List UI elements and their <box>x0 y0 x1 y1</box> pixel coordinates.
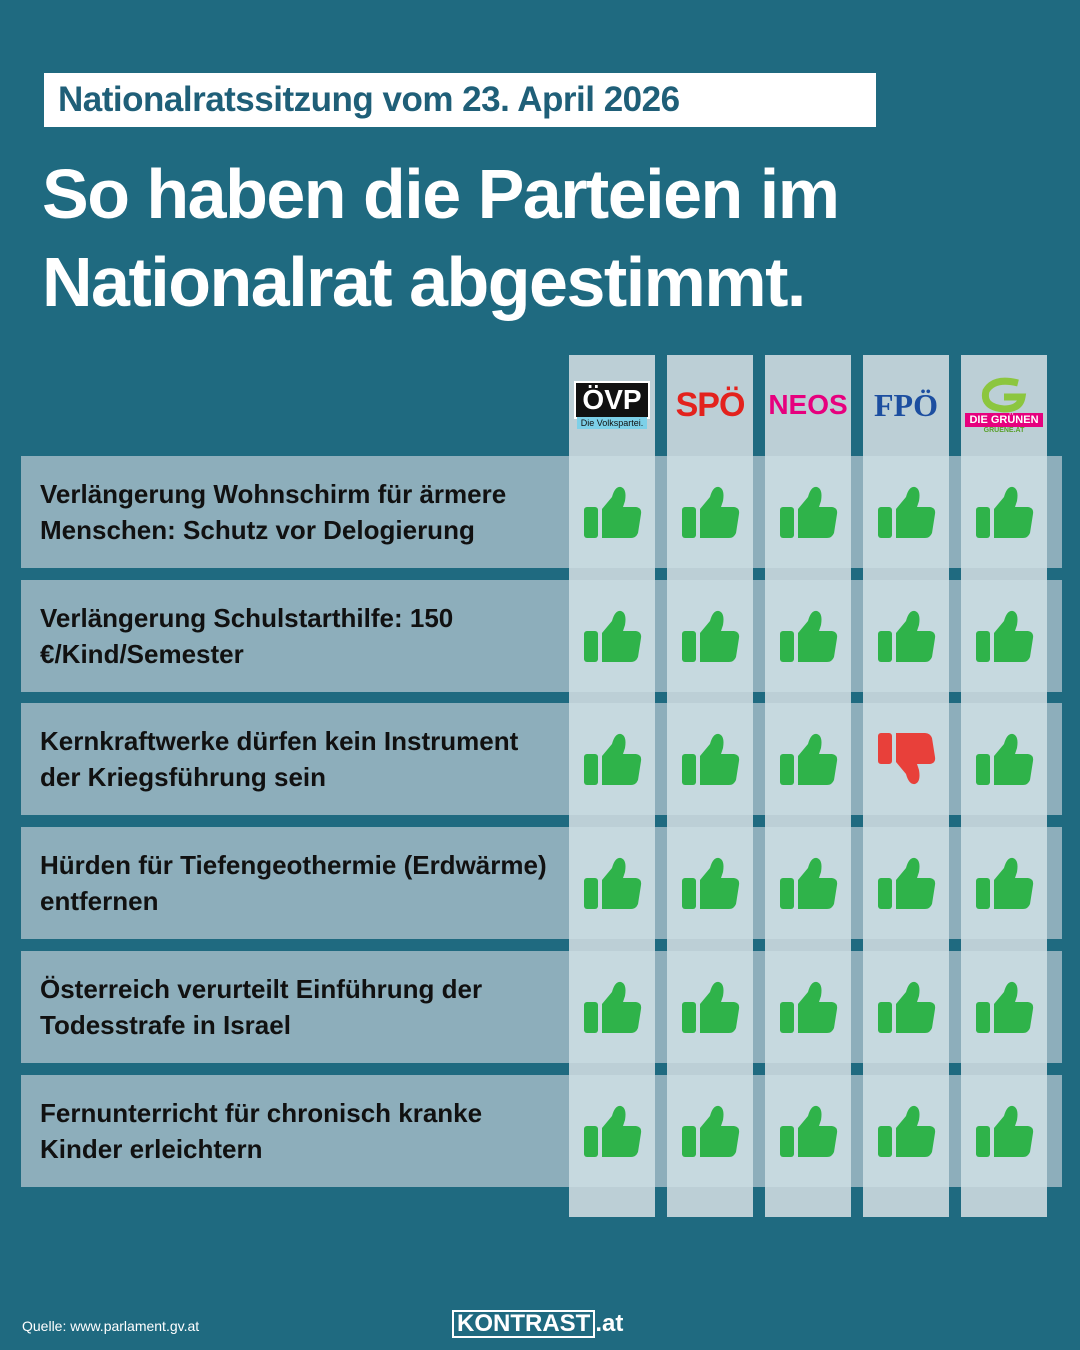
row-label: Österreich verurteilt Einführung der Tod… <box>40 974 483 1040</box>
thumb-up <box>878 981 936 1033</box>
vote-cell <box>863 1075 949 1187</box>
thumb-up <box>878 857 936 909</box>
vote-cell <box>961 580 1047 692</box>
vote-cell <box>765 951 851 1063</box>
party-name: ÖVP <box>574 381 650 419</box>
thumb-up <box>976 486 1034 538</box>
party-logo: DIE GRÜNEN GRUENE.AT <box>961 360 1047 450</box>
vote-cell <box>961 703 1047 815</box>
vote-cell <box>667 951 753 1063</box>
vote-cell <box>863 827 949 939</box>
vote-cell <box>961 456 1047 568</box>
vote-cell <box>667 1075 753 1187</box>
vote-cell <box>961 827 1047 939</box>
vote-cell <box>667 580 753 692</box>
thumb-up <box>584 1105 642 1157</box>
party-logo: NEOS <box>765 360 851 450</box>
thumb-up <box>878 610 936 662</box>
thumb-up <box>878 486 936 538</box>
thumb-up <box>584 981 642 1033</box>
vote-cell <box>569 456 655 568</box>
thumb-up <box>976 610 1034 662</box>
party-logo: ÖVP Die Volkspartei. <box>569 360 655 450</box>
vote-cell <box>765 1075 851 1187</box>
thumb-up <box>584 733 642 785</box>
party-name: SPÖ <box>675 385 746 424</box>
kicker: Nationalratssitzung vom 23. April 2026 <box>44 73 876 127</box>
thumb-up <box>878 1105 936 1157</box>
vote-cell <box>863 951 949 1063</box>
row-label: Verlängerung Wohnschirm für ärmere Mensc… <box>40 479 507 545</box>
party-logo: FPÖ <box>863 360 949 450</box>
thumb-up <box>976 733 1034 785</box>
thumb-up <box>682 610 740 662</box>
vote-cell <box>667 827 753 939</box>
row-label: Fernunterricht für chronisch kranke Kind… <box>40 1098 483 1164</box>
party-tagline: GRUENE.AT <box>983 426 1025 434</box>
row-label: Hürden für Tiefengeothermie (Erdwärme) e… <box>40 850 547 916</box>
logo-mark <box>981 377 1027 413</box>
source: Quelle: www.parlament.gv.at <box>22 1318 200 1334</box>
party-logo: SPÖ <box>667 360 753 450</box>
thumb-up <box>780 1105 838 1157</box>
vote-cell <box>961 1075 1047 1187</box>
vote-cell <box>667 703 753 815</box>
row-label: Kernkraftwerke dürfen kein Instrument de… <box>40 726 519 792</box>
thumb-down <box>878 733 936 785</box>
vote-cell <box>569 827 655 939</box>
vote-cell <box>765 580 851 692</box>
thumb-up <box>780 981 838 1033</box>
brand-suffix: .at <box>595 1310 624 1337</box>
row-label: Verlängerung Schulstarthilfe: 150 €/Kind… <box>40 603 454 669</box>
vote-cell <box>961 951 1047 1063</box>
vote-cell <box>765 456 851 568</box>
thumb-up <box>682 981 740 1033</box>
thumb-up <box>780 486 838 538</box>
vote-cell <box>765 827 851 939</box>
thumb-up <box>584 857 642 909</box>
vote-cell <box>863 580 949 692</box>
vote-cell <box>569 580 655 692</box>
vote-cell <box>667 456 753 568</box>
thumb-up <box>976 857 1034 909</box>
thumb-up <box>682 733 740 785</box>
party-name: NEOS <box>768 389 848 420</box>
title: So haben die Parteien im Nationalrat abg… <box>42 155 840 321</box>
thumb-up <box>682 486 740 538</box>
thumb-up <box>780 857 838 909</box>
brand: KONTRAST .at <box>452 1310 623 1338</box>
thumb-up <box>780 610 838 662</box>
vote-cell <box>863 456 949 568</box>
thumb-up <box>780 733 838 785</box>
vote-cell <box>765 703 851 815</box>
brand-name: KONTRAST <box>452 1310 596 1338</box>
vote-cell <box>569 1075 655 1187</box>
vote-cell <box>863 703 949 815</box>
vote-cell <box>569 703 655 815</box>
party-tagline: Die Volkspartei. <box>576 417 648 429</box>
thumb-up <box>976 981 1034 1033</box>
vote-cell <box>569 951 655 1063</box>
thumb-up <box>584 610 642 662</box>
thumb-up <box>584 486 642 538</box>
party-name: FPÖ <box>874 386 938 423</box>
party-name: DIE GRÜNEN <box>965 412 1043 427</box>
thumb-up <box>976 1105 1034 1157</box>
thumb-up <box>682 1105 740 1157</box>
thumb-up <box>682 857 740 909</box>
